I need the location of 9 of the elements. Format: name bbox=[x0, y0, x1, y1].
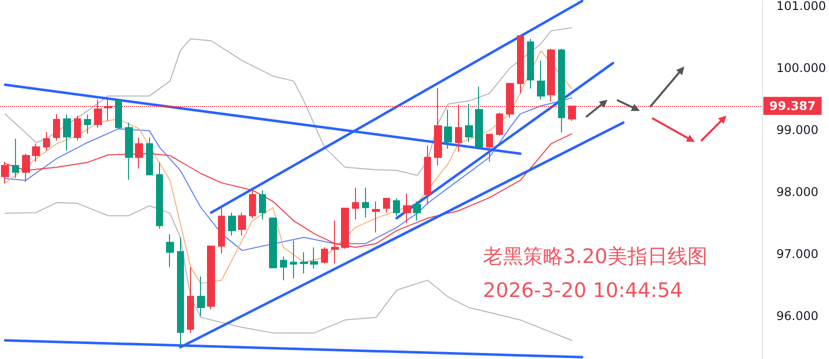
y-tick-label: 100.000 bbox=[776, 61, 826, 76]
annotation: 2026-3-20 10:44:54 bbox=[483, 278, 683, 302]
ref-line-label: 99.387 bbox=[769, 98, 816, 113]
y-tick-label: 98.000 bbox=[776, 185, 818, 200]
annotation: 老黑策略3.20美指日线图 bbox=[483, 244, 708, 268]
y-tick-label: 99.000 bbox=[776, 123, 818, 138]
y-tick-label: 101.000 bbox=[776, 0, 826, 13]
y-tick-label: 96.000 bbox=[776, 309, 818, 324]
y-tick-label: 97.000 bbox=[776, 247, 818, 262]
